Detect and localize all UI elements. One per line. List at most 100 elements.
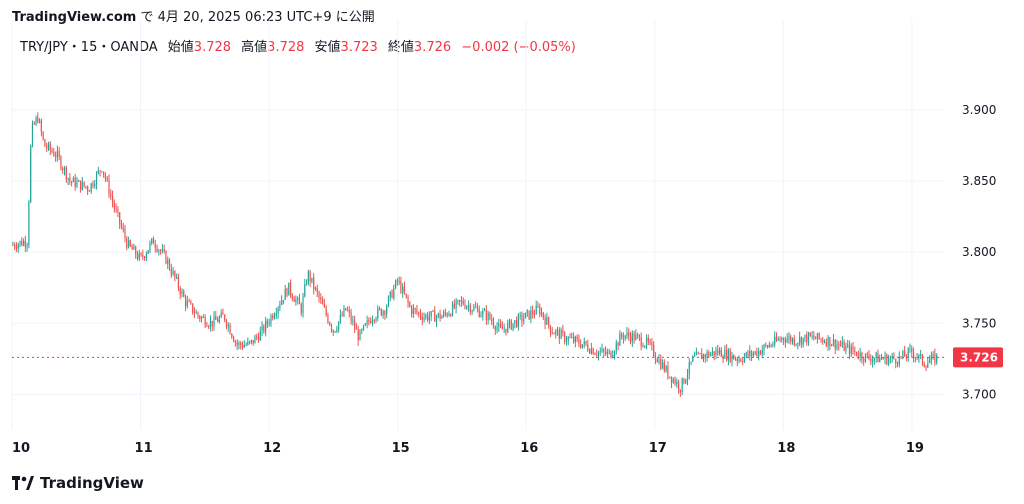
candle [149, 240, 151, 254]
candle [216, 316, 219, 323]
candle [218, 315, 220, 324]
candle [450, 313, 452, 318]
candle [822, 336, 824, 345]
candle [37, 112, 39, 124]
site-name[interactable]: TradingView.com [12, 10, 137, 25]
candle [788, 332, 790, 344]
candle [921, 353, 924, 367]
tradingview-logo-icon [12, 476, 34, 490]
candle [97, 166, 99, 175]
candle [115, 203, 117, 213]
candle [279, 300, 281, 312]
footer-brand-label[interactable]: TradingView [40, 474, 144, 492]
candle [394, 279, 397, 290]
candle [352, 315, 354, 326]
candle [268, 318, 270, 327]
candle [562, 324, 564, 337]
candle [519, 311, 521, 320]
candle [373, 318, 375, 325]
candle [430, 311, 432, 322]
candle [588, 348, 591, 354]
candle [532, 305, 534, 319]
candle [572, 332, 575, 344]
candle [631, 330, 633, 347]
candle [877, 349, 879, 363]
candle [126, 236, 128, 251]
candle [530, 306, 532, 324]
candle [726, 344, 728, 362]
candle [681, 377, 683, 396]
candle [597, 350, 600, 361]
candle [58, 147, 60, 161]
symbol-label[interactable]: TRY/JPY・15・OANDA [20, 40, 158, 55]
candle [313, 273, 315, 295]
candle [471, 309, 473, 315]
candle [710, 352, 712, 357]
candle [845, 342, 847, 355]
candle [138, 249, 140, 262]
candle [720, 347, 722, 358]
candle [355, 323, 358, 330]
candle [320, 293, 322, 304]
candle [72, 176, 75, 183]
candle [309, 269, 311, 288]
candle [868, 350, 870, 361]
candle [286, 287, 288, 298]
candle [265, 316, 267, 337]
candle [889, 355, 892, 364]
candle [81, 176, 83, 191]
candle [514, 320, 516, 329]
candle [804, 334, 806, 342]
candle [635, 329, 637, 341]
candle [257, 332, 260, 343]
candle [512, 323, 514, 332]
candle [305, 279, 308, 286]
candle [717, 344, 719, 356]
candle [524, 312, 527, 319]
candle [556, 326, 559, 336]
candle [704, 353, 706, 363]
candle [152, 236, 155, 245]
candle [663, 359, 665, 373]
candle [658, 354, 660, 365]
x-tick-label: 10 [12, 441, 30, 456]
candle [161, 243, 164, 254]
candle [400, 276, 402, 294]
candle [807, 331, 810, 346]
candle [473, 303, 475, 312]
candle [17, 242, 19, 254]
candle [784, 336, 786, 348]
candle [686, 368, 689, 386]
candle [140, 252, 142, 257]
candle [457, 299, 459, 305]
candle [252, 339, 254, 346]
candle [423, 312, 425, 323]
candle [791, 337, 794, 345]
candle [439, 309, 441, 322]
published-text: で 4月 20, 2025 06:23 UTC+9 に公開 [140, 10, 375, 25]
candle [729, 347, 731, 364]
candle [601, 343, 603, 353]
candle [749, 345, 751, 361]
ohlc-legend: TRY/JPY・15・OANDA 始値3.728 高値3.728 安値3.723… [20, 36, 576, 55]
candle [548, 316, 550, 329]
candle [645, 334, 648, 350]
candle [79, 180, 82, 193]
candle [565, 335, 568, 346]
candle [453, 299, 455, 310]
candle [761, 344, 763, 359]
candle [900, 356, 902, 360]
candle [734, 356, 737, 361]
candle [857, 350, 859, 360]
candle [928, 355, 931, 364]
candle [375, 316, 377, 324]
price-chart[interactable]: 3.700 3.750 3.800 3.850 3.900 10 11 12 15 16 17 18 1… [0, 0, 1024, 470]
published-caption: TradingView.com で 4月 20, 2025 06:23 UTC+… [12, 6, 375, 25]
close-value: 3.726 [413, 40, 452, 55]
candle [546, 312, 548, 326]
candle [909, 343, 911, 353]
candle [596, 349, 598, 359]
candle [731, 351, 733, 367]
candle [208, 324, 210, 329]
candle [215, 310, 217, 321]
